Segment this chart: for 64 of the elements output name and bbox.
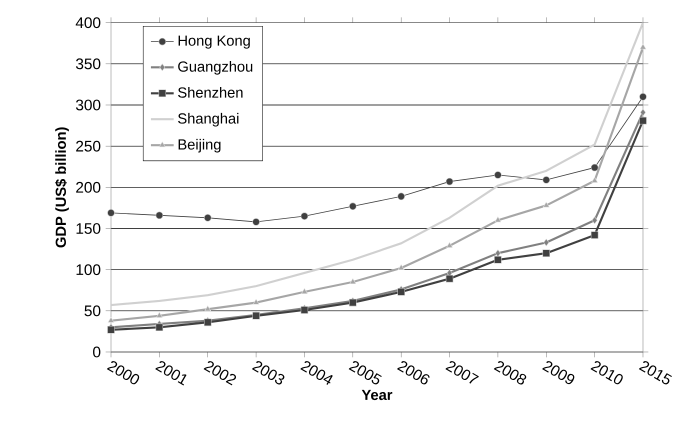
y-tick-label: 150 [76,223,100,234]
point [494,171,502,179]
point [107,326,115,334]
point [252,218,260,226]
y-tick-label: 250 [76,140,100,152]
y-axis-title: GDP (US$ billion) [54,127,69,248]
x-tick-label: 2002 [204,361,236,386]
y-tick-label: 350 [76,58,100,70]
point [639,116,647,124]
point [590,231,598,239]
point [446,274,454,282]
y-tick-label: 300 [76,100,100,110]
y-tick-label: 0 [93,346,100,358]
x-tick-label: 2005 [348,361,382,384]
point [446,242,453,248]
point [592,216,598,224]
point [349,202,357,210]
x-tick-label: 2007 [445,361,479,384]
x-tick-label: 2001 [155,361,187,386]
point [397,192,405,200]
point [301,288,308,294]
y-tick-label: 400 [76,17,100,28]
point [542,202,550,208]
point [398,264,404,270]
legend-label: Beijing [178,138,220,153]
point [446,178,454,186]
point [156,212,164,220]
legend-label: Shanghai [178,112,238,127]
point [494,216,502,222]
point [252,298,260,305]
point [543,238,550,246]
point [300,212,308,220]
point [495,249,501,257]
point [397,288,405,296]
point [640,108,646,116]
point [639,93,647,100]
point [591,177,598,183]
x-tick-label: 2008 [494,361,526,384]
point [204,305,211,312]
point [494,256,502,264]
x-tick-label: 2006 [397,361,430,384]
legend-label: Shenzhen [178,86,242,98]
x-tick-label: 2009 [542,361,574,384]
legend-label: Guangzhou [178,60,252,75]
point [108,316,114,323]
x-axis-title: Year [362,390,392,400]
y-tick-label: 100 [76,264,100,276]
point [156,324,164,332]
y-tick-label: 50 [84,305,100,316]
point [350,278,356,284]
legend-label: Hong Kong [178,36,250,49]
x-tick-label: 2003 [252,361,284,384]
x-tick-label: 2015 [638,361,672,384]
point [590,164,598,172]
y-tick-label: 200 [76,182,100,193]
point [204,214,212,222]
point [156,312,163,318]
x-tick-label: 2004 [300,361,333,385]
point [640,44,646,50]
point [542,249,550,257]
x-tick-label: 2000 [106,361,140,384]
x-tick-label: 2010 [590,361,623,384]
point [107,209,115,217]
point [542,176,550,184]
